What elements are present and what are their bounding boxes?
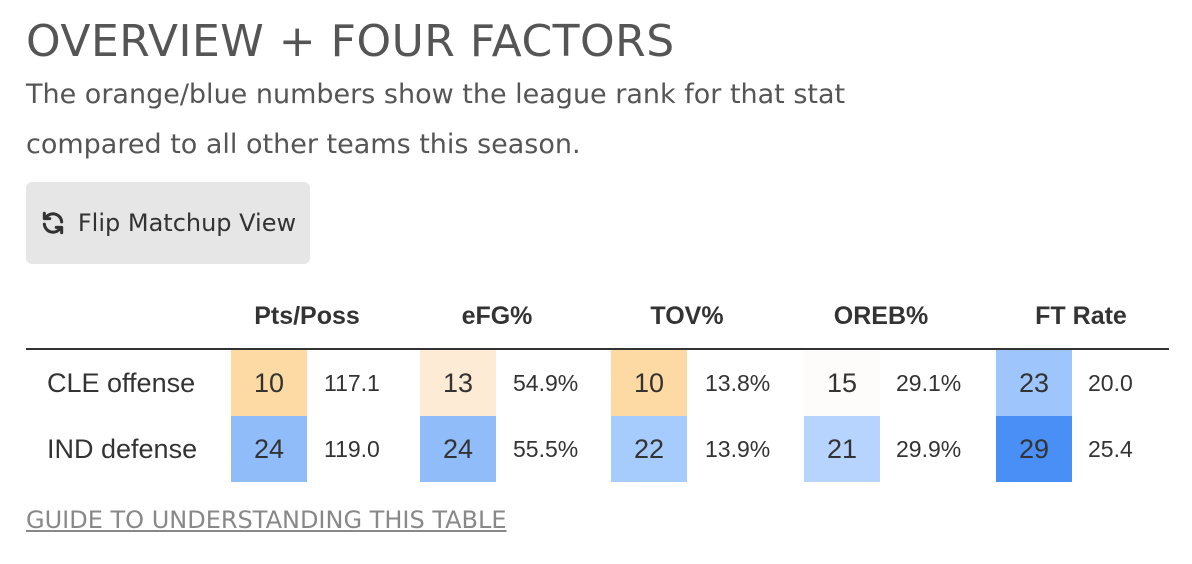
- value-cell: 54.9%: [513, 370, 579, 396]
- row-label: IND defense: [47, 434, 198, 464]
- table-row-ind-defense: IND defense 24 119.0 24 55.5% 22 13.9% 2…: [26, 416, 1169, 482]
- rank-cell: 10: [611, 350, 687, 416]
- value-cell: 13.8%: [705, 370, 771, 396]
- rank-cell: 24: [231, 416, 307, 482]
- rank-cell: 29: [996, 416, 1072, 482]
- value-cell: 119.0: [324, 436, 380, 462]
- value-cell: 29.9%: [896, 436, 962, 462]
- rank-cell: 10: [231, 350, 307, 416]
- four-factors-table: Pts/Poss eFG% TOV% OREB% FT Rate CLE off…: [26, 292, 1169, 482]
- row-label: CLE offense: [47, 368, 196, 398]
- value-cell: 55.5%: [513, 436, 579, 462]
- table-row-cle-offense: CLE offense 10 117.1 13 54.9% 10 13.8% 1…: [26, 350, 1169, 416]
- column-header-efg: eFG%: [461, 302, 533, 330]
- rank-cell: 15: [804, 350, 880, 416]
- page-title: OVERVIEW + FOUR FACTORS: [26, 16, 675, 67]
- rank-cell: 23: [996, 350, 1072, 416]
- value-cell: 13.9%: [705, 436, 771, 462]
- rank-cell: 21: [804, 416, 880, 482]
- value-cell: 117.1: [324, 370, 380, 396]
- table-header-row: Pts/Poss eFG% TOV% OREB% FT Rate: [26, 292, 1169, 350]
- flip-matchup-button[interactable]: Flip Matchup View: [26, 182, 310, 264]
- guide-link[interactable]: GUIDE TO UNDERSTANDING THIS TABLE: [26, 506, 507, 534]
- flip-matchup-label: Flip Matchup View: [77, 209, 297, 237]
- value-cell: 20.0: [1088, 370, 1133, 396]
- refresh-icon: [40, 210, 66, 236]
- rank-cell: 13: [420, 350, 496, 416]
- page-subtitle: The orange/blue numbers show the league …: [26, 79, 846, 160]
- column-header-oreb: OREB%: [833, 302, 929, 330]
- value-cell: 25.4: [1088, 436, 1133, 462]
- rank-cell: 22: [611, 416, 687, 482]
- value-cell: 29.1%: [896, 370, 962, 396]
- column-header-ft-rate: FT Rate: [1035, 302, 1127, 330]
- column-header-pts-poss: Pts/Poss: [254, 302, 360, 330]
- column-header-tov: TOV%: [650, 302, 724, 330]
- rank-cell: 24: [420, 416, 496, 482]
